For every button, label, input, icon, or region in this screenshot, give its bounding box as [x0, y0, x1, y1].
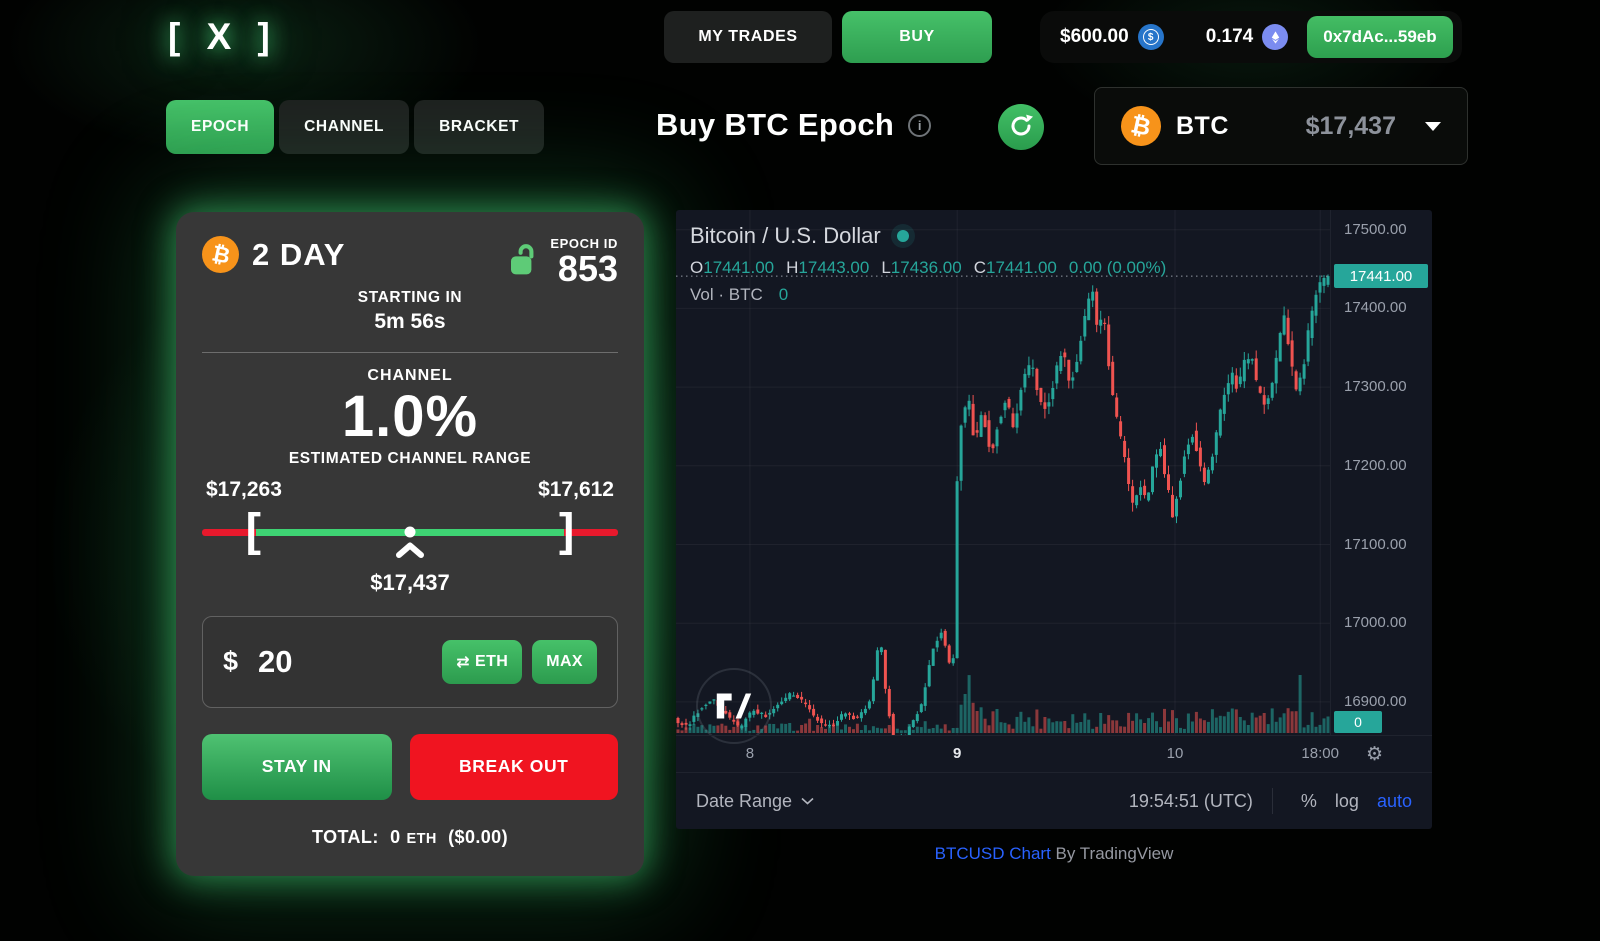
- asset-selector[interactable]: ₿ BTC $17,437: [1094, 87, 1468, 165]
- asset-price: $17,437: [1305, 111, 1396, 140]
- btcusd-chart-link[interactable]: BTCUSD Chart: [934, 844, 1051, 863]
- amount-box: $ ⇄ ETH MAX: [202, 615, 618, 708]
- wallet-usd-balance: $600.00: [1060, 26, 1129, 47]
- buy-button[interactable]: BUY: [842, 11, 992, 63]
- refresh-icon: [1008, 113, 1034, 142]
- channel-range-slider[interactable]: [ ]: [202, 504, 618, 560]
- percent-scale-button[interactable]: %: [1300, 790, 1317, 811]
- starting-in-label: STARTING IN: [357, 289, 463, 306]
- info-icon[interactable]: i: [908, 113, 932, 137]
- currency-symbol: $: [223, 646, 239, 677]
- time-tick: 18:00: [1301, 745, 1339, 762]
- tradingview-chart-widget: Bitcoin / U.S. Dollar O17441.00 H17443.00…: [676, 210, 1432, 829]
- chevron-down-icon: [1425, 121, 1441, 131]
- app-logo: [ X ]: [168, 16, 278, 57]
- current-volume-label: 0: [1334, 711, 1382, 733]
- time-tick: 8: [745, 745, 755, 762]
- total-row: TOTAL: 0 ETH ($0.00): [202, 827, 618, 848]
- total-eth-unit: ETH: [406, 830, 437, 847]
- auto-scale-button[interactable]: auto: [1376, 790, 1412, 811]
- wallet-address-button[interactable]: 0x7dAc...59eb: [1307, 16, 1453, 58]
- mode-tabs: EPOCH CHANNEL BRACKET: [166, 100, 545, 154]
- price-tick: 17500.00: [1344, 220, 1407, 238]
- asset-symbol: BTC: [1176, 111, 1229, 140]
- total-usd-value: ($0.00): [448, 826, 508, 847]
- slider-current-price: $17,437: [370, 569, 450, 595]
- starting-in-countdown: 5m 56s: [374, 310, 446, 333]
- wallet-eth-balance: 0.174: [1205, 26, 1254, 47]
- price-tick: 17100.00: [1344, 535, 1407, 553]
- time-tick: 9: [953, 745, 962, 762]
- date-range-menu[interactable]: Date Range: [696, 791, 814, 812]
- slider-right-bracket[interactable]: ]: [559, 503, 575, 556]
- time-tick: 10: [1166, 745, 1184, 762]
- amount-input[interactable]: [258, 643, 389, 680]
- price-tick: 17200.00: [1344, 456, 1407, 474]
- swap-to-eth-button[interactable]: ⇄ ETH: [442, 639, 523, 684]
- channel-label: CHANNEL: [367, 367, 453, 384]
- toolbar-divider: [1271, 788, 1273, 814]
- range-low: $17,263: [206, 477, 282, 501]
- chart-toolbar: Date Range 19:54:51 (UTC) % log auto: [676, 772, 1432, 829]
- price-tick: 16900.00: [1344, 692, 1407, 710]
- slider-left-bracket[interactable]: [: [245, 503, 261, 556]
- tab-channel[interactable]: CHANNEL: [279, 100, 410, 154]
- total-label: TOTAL:: [312, 826, 379, 847]
- price-tick: 17000.00: [1344, 614, 1407, 632]
- header-actions: MY TRADES BUY: [664, 11, 992, 63]
- wallet-bar: $600.00 $ 0.174 0x7dAc...59eb: [1040, 11, 1462, 63]
- epoch-id-label: EPOCH ID: [550, 236, 618, 251]
- slider-current-dot[interactable]: [404, 526, 416, 538]
- price-tick: 17300.00: [1344, 378, 1407, 396]
- channel-range-label: ESTIMATED CHANNEL RANGE: [288, 449, 532, 467]
- page-title: Buy BTC Epoch: [656, 107, 895, 142]
- log-scale-button[interactable]: log: [1334, 790, 1359, 811]
- chevron-down-icon: [801, 797, 814, 805]
- time-axis[interactable]: ⚙ 8 9 10 18:00: [676, 735, 1432, 772]
- channel-percent: 1.0%: [341, 384, 479, 449]
- price-axis[interactable]: 17500.00 17400.00 17300.00 17200.00 17100.00…: [1330, 210, 1432, 735]
- range-high: $17,612: [538, 477, 614, 501]
- stay-in-button[interactable]: STAY IN: [202, 733, 392, 800]
- eth-icon: [1262, 24, 1289, 50]
- price-tick: 17400.00: [1344, 299, 1407, 317]
- current-price-label: 17441.00: [1334, 264, 1428, 289]
- max-button[interactable]: MAX: [532, 639, 597, 684]
- swap-icon: ⇄: [456, 653, 471, 671]
- refresh-button[interactable]: [998, 104, 1044, 150]
- tab-bracket[interactable]: BRACKET: [414, 100, 545, 154]
- epoch-duration: 2 DAY: [252, 236, 346, 272]
- break-out-button[interactable]: BREAK OUT: [409, 733, 618, 800]
- chevron-up-icon: [395, 542, 425, 563]
- total-eth-value: 0: [390, 826, 401, 847]
- utc-clock[interactable]: 19:54:51 (UTC): [1128, 790, 1253, 811]
- chart-attribution: BTCUSD Chart By TradingView: [676, 844, 1432, 864]
- tradingview-watermark[interactable]: [696, 668, 772, 744]
- attribution-text: By TradingView: [1055, 844, 1174, 863]
- gear-icon[interactable]: ⚙: [1366, 744, 1384, 765]
- usdc-icon: $: [1137, 24, 1164, 50]
- my-trades-button[interactable]: MY TRADES: [664, 11, 832, 63]
- tab-epoch[interactable]: EPOCH: [166, 100, 275, 154]
- epoch-id-value: 853: [557, 248, 618, 289]
- unlocked-icon: [507, 242, 539, 283]
- btc-icon: ₿: [1121, 106, 1161, 146]
- epoch-card: ₿ 2 DAY EPOCH ID 853 STARTING IN 5m 56s: [176, 212, 644, 876]
- btc-icon-small: ₿: [202, 236, 239, 273]
- candlestick-plot[interactable]: [676, 210, 1330, 735]
- divider: [202, 352, 618, 353]
